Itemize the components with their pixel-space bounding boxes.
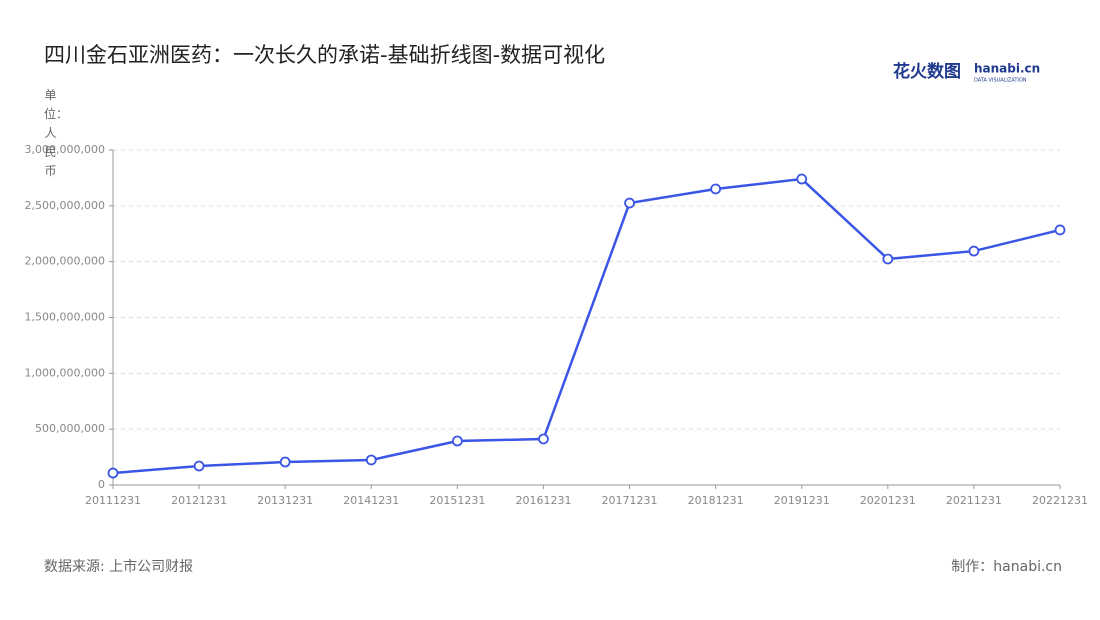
chart-title: 四川金石亚洲医药：一次长久的承诺-基础折线图-数据可视化	[44, 43, 605, 67]
x-tick-label: 20111231	[85, 494, 141, 507]
point	[279, 456, 291, 468]
x-tick-label: 20161231	[515, 494, 571, 507]
x-tick-label: 20151231	[429, 494, 485, 507]
y-tick-label: 500,000,000	[35, 422, 105, 435]
y-tick-label: 2,500,000,000	[25, 199, 105, 212]
y-tick-label: 3,000,000,000	[25, 143, 105, 156]
credit: 制作：hanabi.cn	[951, 559, 1062, 575]
point	[1054, 224, 1066, 236]
x-tick-label: 20201231	[860, 494, 916, 507]
point	[968, 245, 980, 257]
x-tick-label: 20211231	[946, 494, 1002, 507]
line	[112, 177, 1061, 475]
point	[624, 197, 635, 209]
x-tick-label: 20181231	[688, 494, 744, 507]
logo-brand: 花火数图	[893, 61, 961, 82]
point	[538, 433, 549, 445]
x-tick-label: 20141231	[343, 494, 399, 507]
point	[365, 454, 377, 466]
point	[710, 183, 722, 195]
y-tick-label: 0	[98, 478, 105, 491]
y-tick-label: 1,500,000,000	[25, 311, 105, 324]
x-tick-label: 20191231	[774, 494, 830, 507]
point	[451, 435, 463, 447]
point	[796, 173, 808, 185]
logo-site: hanabi.cn	[974, 62, 1040, 76]
logo-tagline: DATA VISUALIZATION	[974, 78, 1027, 84]
x-tick-label: 20121231	[171, 494, 227, 507]
y-tick-label: 2,000,000,000	[25, 255, 105, 268]
point	[107, 467, 119, 479]
point	[882, 253, 894, 265]
point	[193, 460, 205, 472]
y-axis-label: 单位：人民币	[44, 88, 69, 178]
y-tick-label: 1,000,000,000	[25, 366, 105, 379]
source: 数据来源: 上市公司财报	[44, 558, 193, 575]
x-tick-label: 20131231	[257, 494, 313, 507]
x-tick-label: 20171231	[602, 494, 658, 507]
x-tick-label: 20221231	[1032, 494, 1088, 507]
